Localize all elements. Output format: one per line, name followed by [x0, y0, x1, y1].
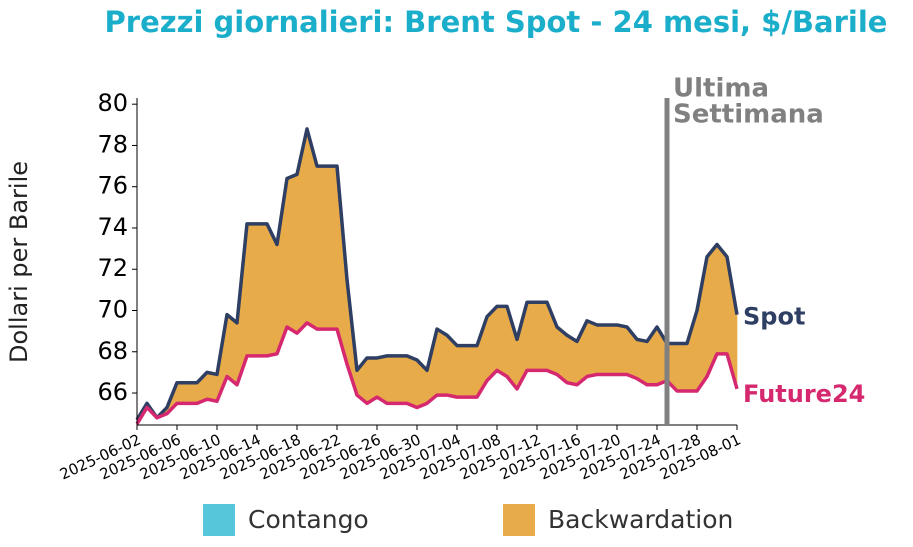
- spread-fill: [286, 173, 298, 334]
- spread-fill: [526, 301, 538, 371]
- spread-fill: [606, 324, 618, 375]
- y-tick-label: 72: [97, 254, 128, 282]
- series-label: Future24: [743, 380, 865, 408]
- spread-fill: [496, 306, 508, 378]
- spread-fill: [246, 223, 258, 357]
- spread-fill: [466, 345, 478, 398]
- spread-fill: [616, 324, 628, 375]
- spread-fill: [186, 382, 198, 404]
- spread-fill: [436, 328, 448, 396]
- spread-fill: [586, 320, 598, 377]
- spread-fill: [676, 343, 688, 392]
- spread-fill: [566, 334, 578, 386]
- spread-fill: [206, 372, 218, 402]
- spread-fill: [406, 355, 418, 408]
- spread-fill: [386, 355, 398, 404]
- spread-fill: [226, 313, 238, 386]
- y-tick-label: 68: [97, 337, 128, 365]
- series-line: [135, 127, 739, 421]
- y-axis-label: Dollari per Barile: [5, 161, 33, 363]
- spread-fill: [326, 165, 338, 330]
- spread-fill: [536, 301, 548, 371]
- spread-fill: [316, 165, 328, 330]
- series-label: Spot: [743, 303, 805, 331]
- legend-swatch: [203, 504, 235, 536]
- spread-fill: [256, 223, 268, 357]
- spread-fill: [396, 355, 408, 404]
- y-tick-label: 80: [97, 89, 128, 117]
- annotation-text: Ultima: [673, 74, 769, 104]
- series-line: [135, 321, 739, 425]
- spread-fill: [176, 382, 188, 404]
- annotation-text: Settimana: [673, 100, 824, 130]
- legend-label: Contango: [248, 505, 369, 534]
- y-tick-label: 78: [97, 130, 128, 158]
- y-tick-label: 66: [97, 378, 128, 406]
- spread-fill: [456, 345, 468, 398]
- chart-title: Prezzi giornalieri: Brent Spot - 24 mesi…: [105, 5, 888, 39]
- spread-fill: [716, 243, 728, 355]
- legend-label: Backwardation: [548, 505, 733, 534]
- y-tick-label: 74: [97, 213, 128, 241]
- legend-swatch: [503, 504, 535, 536]
- y-tick-label: 70: [97, 295, 128, 323]
- y-tick-label: 76: [97, 172, 128, 200]
- spread-fill: [596, 324, 608, 375]
